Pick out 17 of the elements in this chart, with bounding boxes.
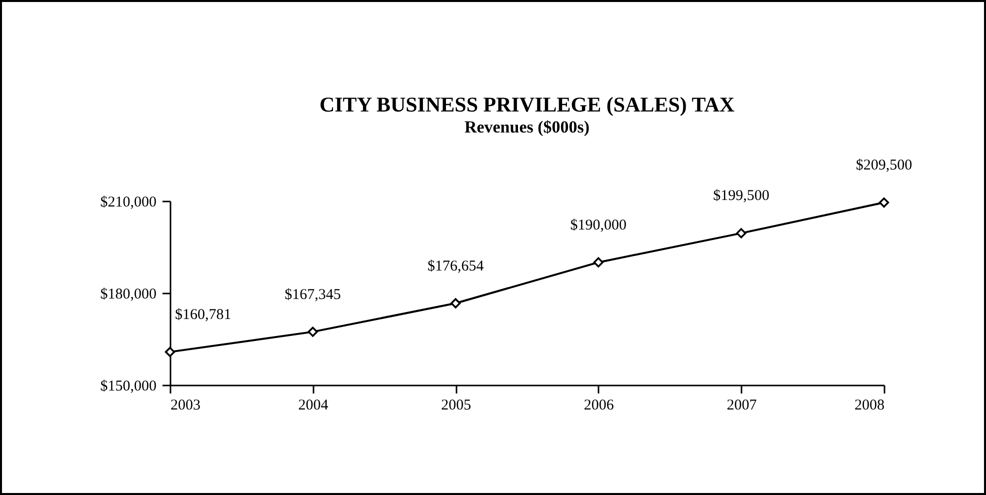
chart-title: CITY BUSINESS PRIVILEGE (SALES) TAX (319, 92, 735, 117)
x-tick-label: 2003 (170, 398, 200, 414)
x-tick-label: 2004 (298, 398, 329, 414)
x-tick-label: 2005 (441, 398, 472, 414)
x-tick-label: 2007 (726, 398, 758, 414)
x-tick-label: 2006 (584, 398, 614, 414)
data-label: $199,500 (713, 188, 770, 204)
y-tick-label: $180,000 (100, 286, 156, 302)
y-tick-label: $210,000 (100, 194, 156, 210)
data-label: $167,345 (284, 286, 341, 303)
y-tick-label: $150,000 (100, 378, 156, 394)
data-label: $190,000 (570, 217, 627, 234)
data-label: $160,781 (175, 306, 232, 323)
x-tick-label: 2008 (854, 398, 884, 414)
data-label: $209,500 (856, 158, 912, 174)
data-label: $176,654 (427, 258, 484, 274)
chart-subtitle: Revenues ($000s) (464, 118, 590, 137)
